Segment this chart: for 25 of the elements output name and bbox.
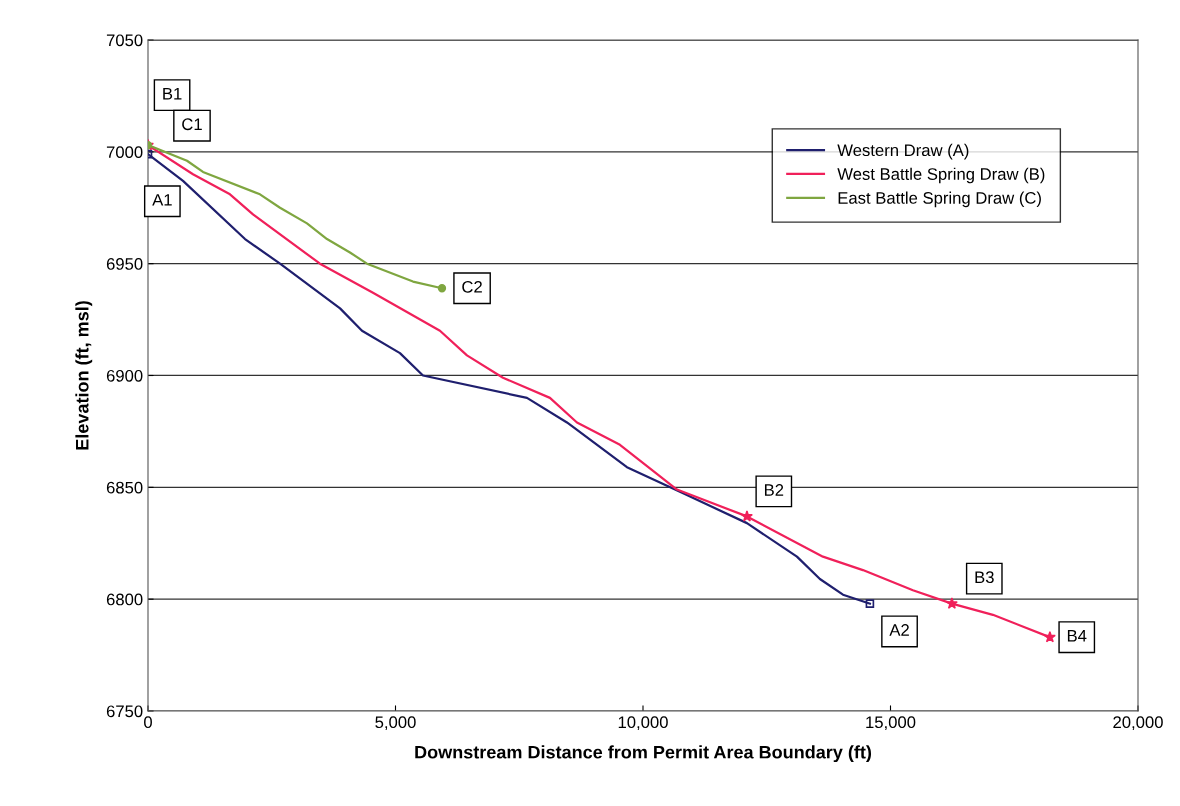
x-tick-label: 0	[144, 716, 152, 729]
annotation: B2	[764, 484, 784, 496]
annotation: A1	[152, 194, 172, 206]
x-tick-label: 10,000	[618, 716, 668, 731]
annotation: B4	[1067, 630, 1087, 642]
annotation: B1	[163, 87, 182, 100]
annotation: B3	[975, 571, 994, 584]
y-tick-label: 6950	[106, 258, 143, 270]
x-axis-title: Downstream Distance from Permit Area Boundary (ft)	[415, 745, 872, 763]
legend-label: West Battle Spring Draw (B)	[837, 167, 1045, 184]
x-tick-label: 20,000	[1113, 716, 1163, 731]
y-tick-label: 7000	[106, 146, 143, 159]
legend-label: Western Draw (A)	[837, 143, 969, 160]
x-tick-label: 15,000	[866, 716, 916, 731]
y-tick-label: 7050	[106, 34, 143, 47]
y-tick-label: 6850	[106, 481, 143, 494]
legend-label: East Battle Spring Draw (C)	[838, 191, 1041, 208]
x-tick-label: 5,000	[375, 716, 416, 731]
y-axis-title: Elevation (ft, msl)	[75, 301, 93, 450]
annotation: A2	[889, 624, 909, 636]
annotation: C1	[182, 118, 202, 131]
y-tick-label: 6800	[106, 593, 143, 606]
y-tick-label: 6750	[106, 705, 143, 718]
annotation: C2	[462, 280, 482, 293]
y-tick-label: 6900	[106, 369, 143, 382]
